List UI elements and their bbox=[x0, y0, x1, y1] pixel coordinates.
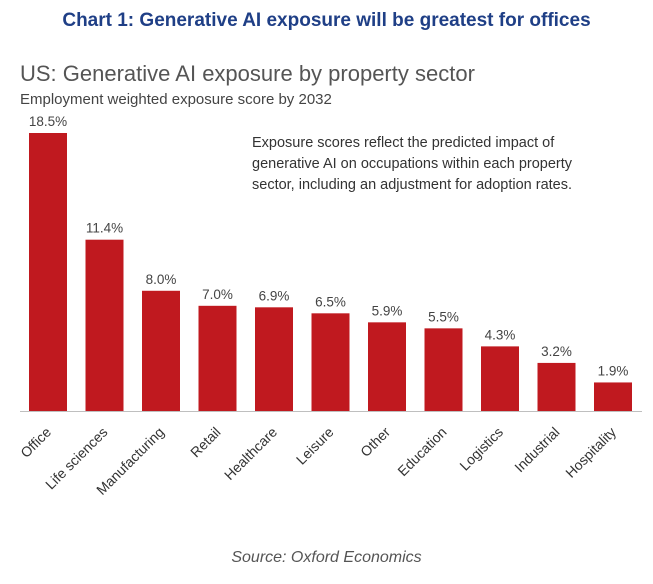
chart-annotation: Exposure scores reflect the predicted im… bbox=[252, 135, 573, 193]
bar-logistics bbox=[481, 346, 519, 411]
bar-life-sciences bbox=[85, 239, 124, 411]
source-note: Source: Oxford Economics bbox=[231, 549, 422, 566]
category-label: Education bbox=[394, 424, 449, 479]
value-label: 5.9% bbox=[372, 303, 403, 318]
value-label: 11.4% bbox=[86, 221, 123, 236]
value-label: 6.5% bbox=[315, 294, 346, 309]
bar-leisure bbox=[311, 313, 350, 411]
category-label: Retail bbox=[187, 424, 224, 461]
bar-manufacturing bbox=[142, 290, 180, 411]
category-label: Healthcare bbox=[221, 424, 280, 483]
value-label: 5.5% bbox=[428, 309, 459, 324]
chart-title: US: Generative AI exposure by property s… bbox=[20, 61, 475, 86]
chart-subtitle: Employment weighted exposure score by 20… bbox=[20, 91, 332, 108]
category-label: Office bbox=[17, 424, 54, 461]
value-label: 1.9% bbox=[598, 363, 629, 378]
bar-industrial bbox=[537, 362, 576, 411]
value-label: 8.0% bbox=[146, 272, 177, 287]
category-label: Leisure bbox=[293, 424, 337, 468]
value-label: 18.5% bbox=[29, 114, 67, 129]
value-label: 6.9% bbox=[259, 288, 290, 303]
category-label: Hospitality bbox=[562, 424, 619, 481]
bar-education bbox=[424, 328, 463, 411]
bar-other bbox=[368, 322, 406, 411]
bars-layer bbox=[29, 133, 632, 411]
value-label: 4.3% bbox=[485, 327, 516, 342]
category-label: Industrial bbox=[511, 424, 562, 475]
bar-retail bbox=[198, 305, 237, 411]
category-label: Logistics bbox=[456, 424, 506, 474]
bar-office bbox=[29, 133, 67, 411]
value-label: 3.2% bbox=[541, 344, 572, 359]
bar-hospitality bbox=[594, 382, 632, 411]
bar-healthcare bbox=[255, 307, 293, 411]
chart-heading: Chart 1: Generative AI exposure will be … bbox=[62, 10, 591, 31]
value-label: 7.0% bbox=[202, 287, 233, 302]
category-label: Other bbox=[357, 424, 393, 460]
